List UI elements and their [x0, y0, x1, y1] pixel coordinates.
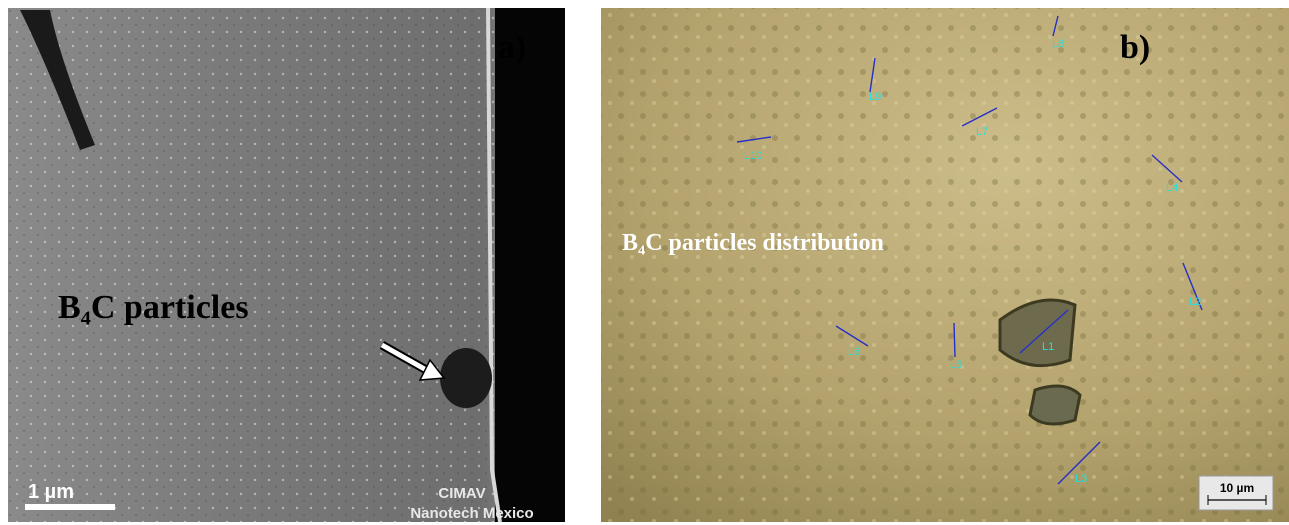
- panel-label: a): [498, 29, 526, 66]
- measure-label: L4: [1166, 182, 1178, 194]
- scale-bar: [25, 504, 115, 510]
- particle: [1030, 386, 1080, 424]
- measure-label: L5: [950, 359, 962, 371]
- measure-label: L3: [1075, 473, 1087, 485]
- measure-label: L6: [848, 346, 860, 358]
- optical-texture: [601, 8, 1289, 522]
- scale-label: 10 µm: [1220, 481, 1254, 495]
- measure-label: L9: [869, 91, 881, 103]
- particle: [440, 348, 492, 408]
- measure-label: L7: [976, 126, 988, 138]
- scale-label: 1 µm: [28, 481, 74, 503]
- watermark: CIMAV: [438, 485, 485, 502]
- panel-b: b) B₄C particles distribution 10 µm L1 L2…: [601, 8, 1289, 522]
- panel-label: b): [1120, 29, 1150, 66]
- measure-label: L8: [1052, 38, 1064, 50]
- edge-dark: [495, 8, 565, 522]
- panel-a: a) B₄C particles 1 µm CIMAV Nanotech Mex…: [8, 8, 565, 522]
- measure-label: L1: [1042, 341, 1054, 353]
- measure-line: [954, 323, 955, 357]
- measure-label: L10: [744, 150, 762, 162]
- measure-label: L2: [1189, 296, 1201, 308]
- page: a) B₄C particles 1 µm CIMAV Nanotech Mex…: [0, 0, 1289, 525]
- caption: B₄C particles distribution: [622, 230, 884, 256]
- sem-texture: [8, 8, 565, 522]
- watermark: Nanotech Mexico: [410, 505, 533, 522]
- figure: a) B₄C particles 1 µm CIMAV Nanotech Mex…: [0, 0, 1289, 525]
- caption: B₄C particles: [58, 289, 249, 326]
